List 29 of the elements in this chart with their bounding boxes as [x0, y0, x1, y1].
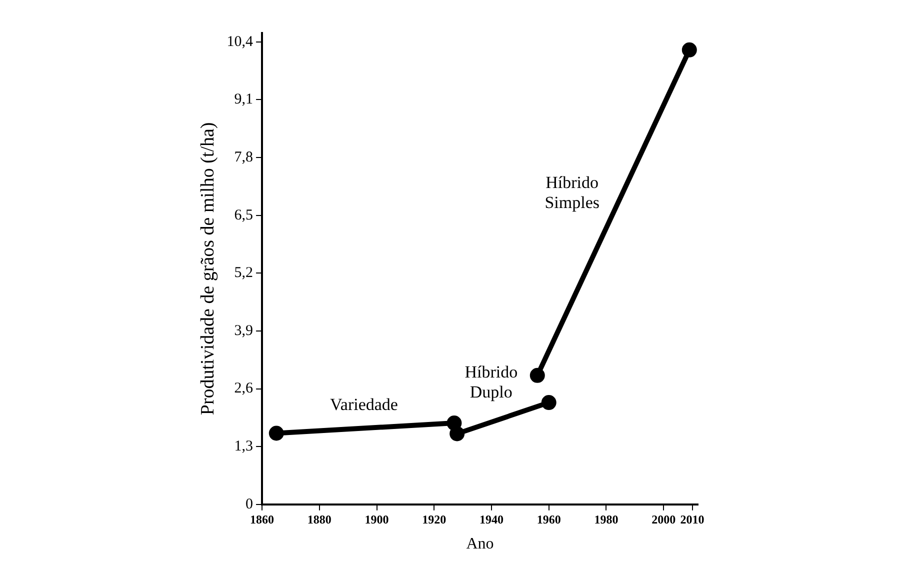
point — [450, 426, 465, 442]
y-tick-label: 6,5 — [234, 207, 254, 224]
x-tick-label: 1880 — [307, 512, 332, 527]
x-tick-label: 1980 — [594, 512, 618, 527]
y-tick-label: 3,9 — [234, 322, 254, 339]
y-tick-label: 9,1 — [234, 92, 254, 108]
point — [446, 416, 462, 431]
point — [530, 368, 545, 383]
y-tick-label: 0 — [246, 496, 254, 512]
y-tick-label: 5,2 — [234, 265, 254, 282]
y-tick-label: 7,8 — [234, 149, 254, 166]
x-tick-label: 2000 — [652, 512, 676, 527]
series-label: Híbrido Duplo — [464, 362, 518, 402]
x-tick-label: 1860 — [250, 512, 274, 527]
x-tick-label: 1900 — [364, 512, 389, 527]
y-axis-title: Produtividade de grãos de milho (t/ha) — [197, 122, 218, 416]
series-label: Variedade — [330, 394, 398, 414]
y-tick-label: 2,6 — [234, 380, 254, 397]
x-axis-title: Ano — [466, 536, 494, 553]
point — [268, 426, 284, 441]
point — [541, 395, 556, 410]
y-tick-label: 1,3 — [234, 438, 254, 455]
x-tick-label: 1960 — [536, 512, 561, 527]
y-tick-label: 10,4 — [226, 34, 254, 50]
x-tick-label: 2010 — [680, 512, 704, 527]
x-tick-label: 1920 — [422, 512, 446, 527]
point — [682, 42, 697, 58]
series-label: Híbrido Simples — [544, 172, 600, 212]
x-tick-label: 1940 — [479, 512, 504, 527]
